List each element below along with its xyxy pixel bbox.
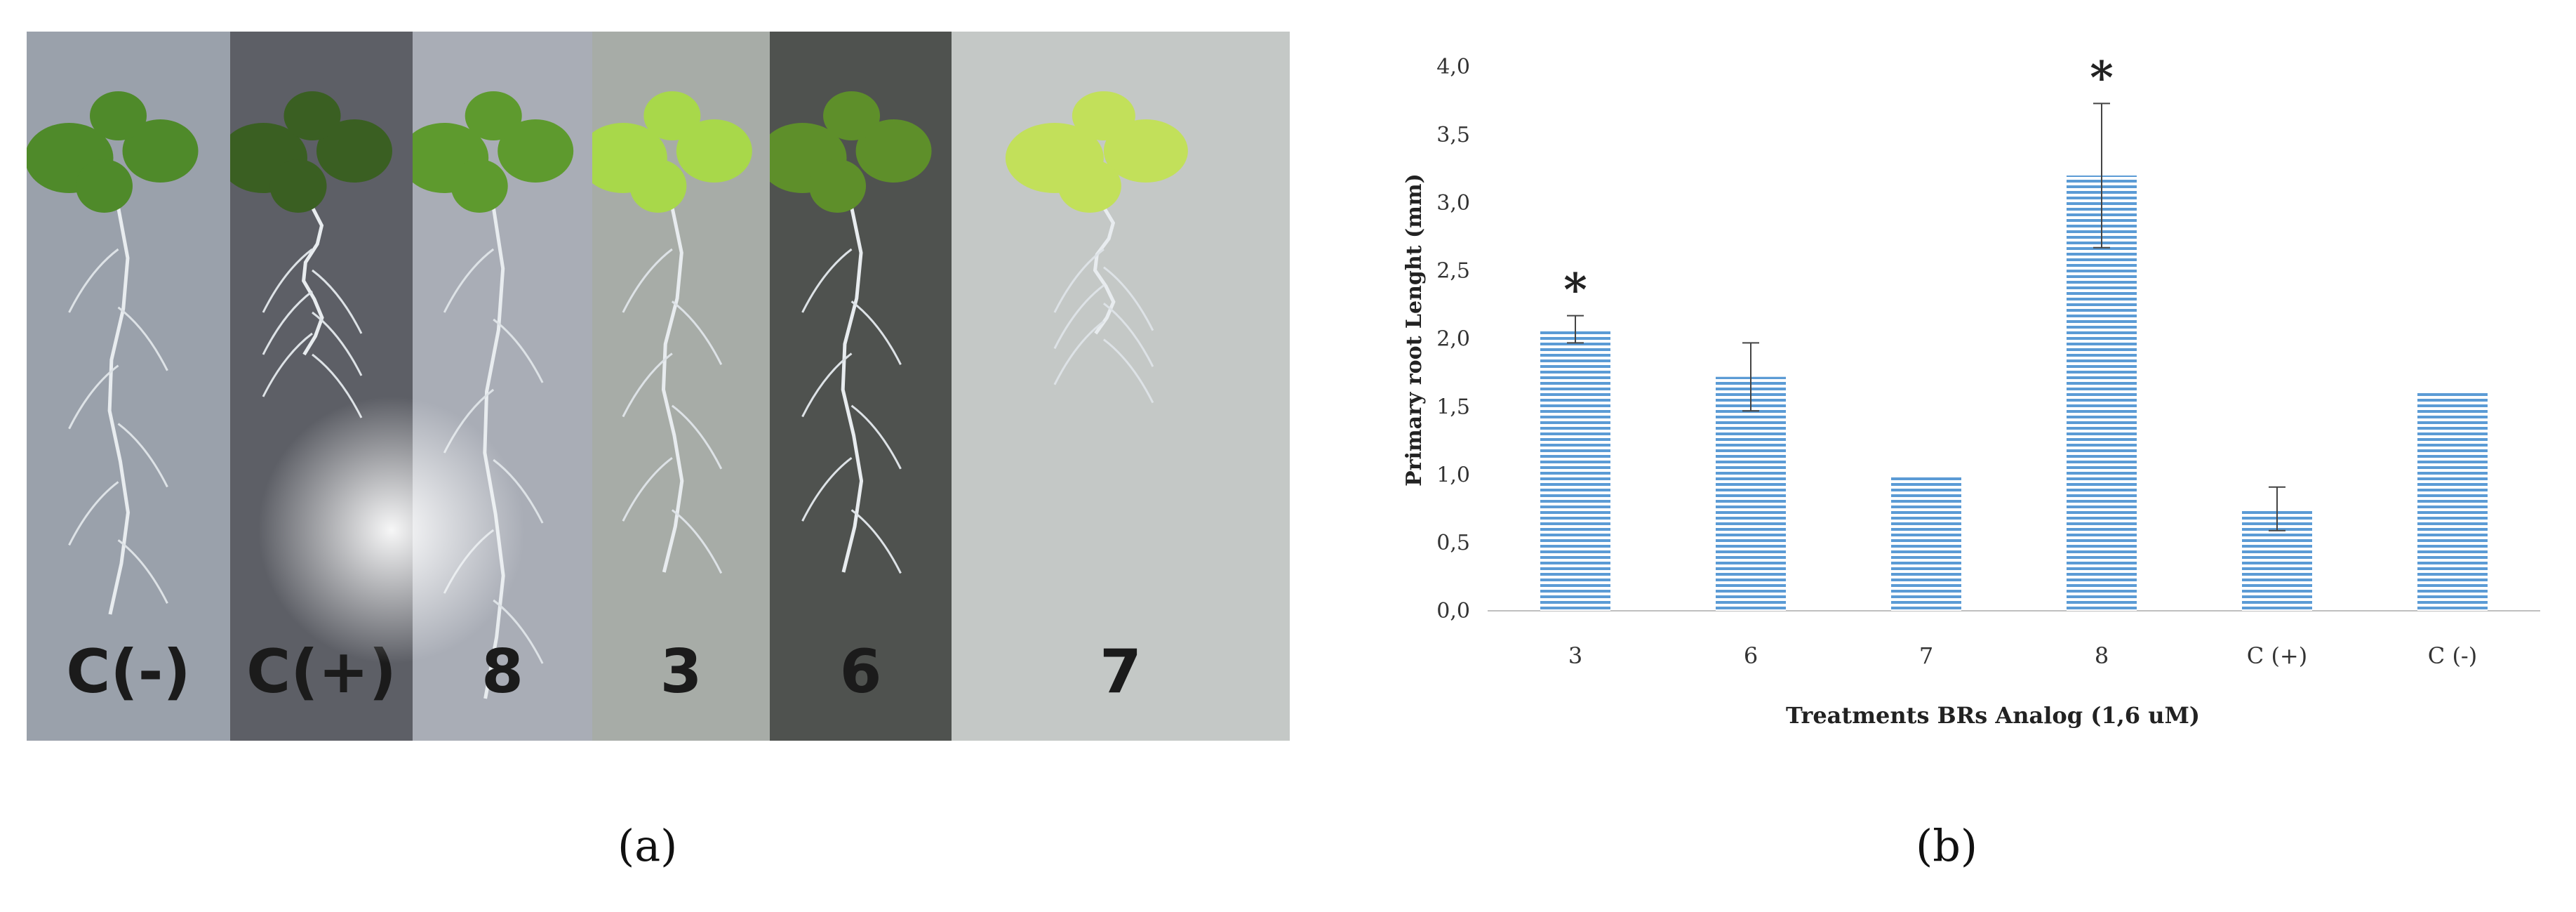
lateral-root xyxy=(68,364,119,430)
lateral-root xyxy=(117,423,168,488)
bar xyxy=(1716,376,1786,611)
lateral-root xyxy=(850,509,902,574)
x-tick-label: C (-) xyxy=(2428,642,2477,669)
y-axis-label: Primary root Lenght (mm) xyxy=(1402,173,1427,487)
lateral-root xyxy=(493,318,544,383)
seedling-leaf xyxy=(122,119,199,183)
y-tick-label: 1,5 xyxy=(1436,395,1470,419)
photo-strip-c-minus: C(-) xyxy=(27,32,230,741)
light-glare xyxy=(258,397,525,663)
lateral-root xyxy=(312,311,363,376)
lateral-root xyxy=(262,248,313,313)
y-tick-label: 0,0 xyxy=(1436,599,1470,623)
seedling-leaf xyxy=(283,91,341,140)
root-length-bar-chart: 0,0 0,5 1,0 1,5 2,0 2,5 3,0 3,5 4,0 3 6 7 8 C (+) C (-… xyxy=(1402,51,2540,729)
lateral-root xyxy=(671,300,723,365)
panel-a-caption: (a) xyxy=(618,820,678,871)
seedling-leaf xyxy=(1103,119,1188,183)
photo-strip-6: 6 xyxy=(770,32,952,741)
y-tick-label: 0,5 xyxy=(1436,531,1470,555)
lateral-root xyxy=(801,352,853,418)
seedling-drawing xyxy=(592,91,752,574)
significance-marker: * xyxy=(1563,264,1587,317)
seedling-root xyxy=(841,206,864,573)
lateral-root xyxy=(68,481,119,546)
seedling-leaf xyxy=(269,159,327,213)
y-tick-label: 2,0 xyxy=(1436,327,1470,352)
lateral-root xyxy=(117,539,168,604)
strip-label: 3 xyxy=(660,637,702,707)
lateral-root xyxy=(1102,302,1154,367)
x-tick-label: 8 xyxy=(2095,642,2109,669)
lateral-root xyxy=(622,248,673,313)
x-tick-label: 7 xyxy=(1919,642,1933,669)
seedling-leaf xyxy=(451,159,508,213)
seedling-leaf xyxy=(809,159,867,213)
photo-strip-3: 3 xyxy=(592,32,770,741)
x-tick-label: 6 xyxy=(1744,642,1758,669)
strip-label: 8 xyxy=(481,637,523,707)
lateral-root xyxy=(262,290,313,355)
strip-label: 7 xyxy=(1100,637,1142,707)
lateral-root xyxy=(1053,248,1105,313)
seedling-leaf xyxy=(1057,159,1121,213)
seedling-leaf xyxy=(465,91,522,140)
seedling-leaf xyxy=(316,119,392,183)
seedling-leaf xyxy=(823,91,881,140)
lateral-root xyxy=(68,248,119,313)
seedling-photo-panel: C(-) C(+) 8 3 6 7 xyxy=(27,32,1290,741)
photo-strip-7: 7 xyxy=(952,32,1290,741)
lateral-root xyxy=(262,332,313,397)
seedling-drawing xyxy=(1005,91,1188,404)
seedling-leaf xyxy=(676,119,752,183)
lateral-root xyxy=(671,404,723,470)
seedling-leaf xyxy=(90,91,147,140)
lateral-root xyxy=(443,248,495,313)
seedling-root xyxy=(1093,206,1116,335)
seedling-leaf xyxy=(1072,91,1135,140)
chart-axes: 0,0 0,5 1,0 1,5 2,0 2,5 3,0 3,5 4,0 3 6 7 8 C (+) C (-… xyxy=(1436,55,2540,669)
lateral-root xyxy=(312,269,363,334)
seedling-root xyxy=(107,206,131,615)
x-tick-label: C (+) xyxy=(2247,642,2307,669)
seedling-drawing xyxy=(230,91,392,418)
lateral-root xyxy=(850,300,902,365)
lateral-root xyxy=(117,306,168,371)
bar xyxy=(2417,393,2488,611)
x-tick-label: 3 xyxy=(1568,642,1582,669)
lateral-root xyxy=(1102,338,1154,404)
seedling-leaf xyxy=(76,159,133,213)
y-tick-label: 4,0 xyxy=(1436,55,1470,79)
strip-label: C(-) xyxy=(66,637,191,707)
seedling-leaf xyxy=(643,91,701,140)
seedling-leaf xyxy=(629,159,687,213)
seedling-leaf xyxy=(855,119,932,183)
chart-bars: ** xyxy=(1540,51,2488,611)
y-tick-label: 3,0 xyxy=(1436,191,1470,216)
lateral-root xyxy=(1102,266,1154,331)
lateral-root xyxy=(622,352,673,418)
y-tick-label: 2,5 xyxy=(1436,259,1470,284)
x-axis-label: Treatments BRs Analog (1,6 uM) xyxy=(1786,702,2200,729)
lateral-root xyxy=(801,456,853,522)
strip-label: 6 xyxy=(839,637,882,707)
seedling-drawing xyxy=(770,91,932,574)
lateral-root xyxy=(1053,284,1105,350)
bar xyxy=(1540,329,1610,611)
y-tick-label: 3,5 xyxy=(1436,123,1470,147)
seedling-root xyxy=(661,206,684,573)
seedling-root xyxy=(302,206,324,356)
seedling-drawing xyxy=(27,91,199,615)
seedling-leaf xyxy=(498,119,574,183)
lateral-root xyxy=(801,248,853,313)
lateral-root xyxy=(850,404,902,470)
significance-marker: * xyxy=(2090,51,2113,104)
lateral-root xyxy=(622,456,673,522)
panel-b-caption: (b) xyxy=(1916,820,1978,871)
lateral-root xyxy=(1053,320,1105,385)
y-tick-label: 1,0 xyxy=(1436,463,1470,487)
bar xyxy=(1891,475,1961,611)
seedling-drawing xyxy=(413,91,574,699)
lateral-root xyxy=(671,509,723,574)
